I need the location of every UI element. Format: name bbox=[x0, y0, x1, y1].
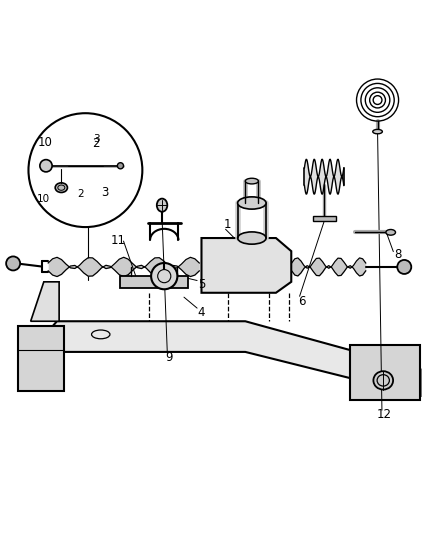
Polygon shape bbox=[201, 238, 291, 293]
Ellipse shape bbox=[245, 178, 258, 184]
Text: 4: 4 bbox=[198, 306, 205, 319]
Ellipse shape bbox=[55, 183, 67, 192]
Text: 8: 8 bbox=[394, 248, 401, 261]
Polygon shape bbox=[313, 216, 336, 221]
Ellipse shape bbox=[237, 197, 266, 209]
Text: 5: 5 bbox=[198, 278, 205, 290]
Text: 2: 2 bbox=[78, 189, 85, 199]
Circle shape bbox=[151, 263, 177, 289]
Text: 3: 3 bbox=[102, 185, 109, 198]
Ellipse shape bbox=[237, 232, 266, 244]
Text: 2: 2 bbox=[92, 138, 100, 150]
Polygon shape bbox=[31, 282, 59, 321]
Text: 6: 6 bbox=[298, 295, 306, 308]
Text: 12: 12 bbox=[377, 408, 392, 421]
Polygon shape bbox=[120, 276, 188, 287]
Text: 9: 9 bbox=[165, 351, 173, 364]
Polygon shape bbox=[26, 321, 420, 395]
Ellipse shape bbox=[157, 199, 167, 212]
Text: 11: 11 bbox=[111, 233, 126, 247]
Text: 10: 10 bbox=[37, 193, 50, 204]
Text: 3: 3 bbox=[93, 134, 100, 144]
Polygon shape bbox=[18, 326, 64, 391]
Ellipse shape bbox=[373, 130, 382, 134]
Ellipse shape bbox=[373, 371, 393, 390]
Text: 1: 1 bbox=[224, 219, 232, 231]
Text: 10: 10 bbox=[37, 136, 52, 149]
Circle shape bbox=[397, 260, 411, 274]
Circle shape bbox=[40, 159, 52, 172]
Circle shape bbox=[117, 163, 124, 169]
Circle shape bbox=[6, 256, 20, 270]
Ellipse shape bbox=[386, 230, 396, 235]
Polygon shape bbox=[350, 345, 420, 400]
